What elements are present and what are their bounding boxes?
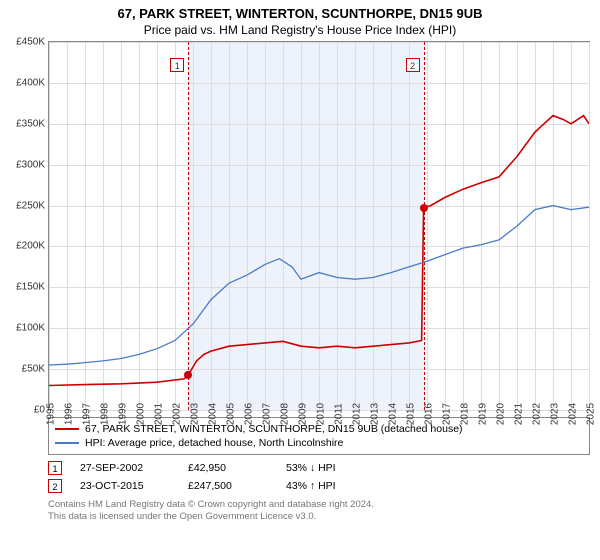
gridline-vertical xyxy=(589,42,590,410)
chart-subtitle: Price paid vs. HM Land Registry's House … xyxy=(0,21,600,41)
y-axis-label: £350K xyxy=(16,118,49,129)
chart-plot-area: £0£50K£100K£150K£200K£250K£300K£350K£400… xyxy=(48,41,590,411)
legend-label: HPI: Average price, detached house, Nort… xyxy=(85,437,343,449)
event-delta: 43% ↑ HPI xyxy=(286,480,336,492)
y-axis-label: £50K xyxy=(22,364,49,375)
series-hpi xyxy=(49,206,589,365)
y-axis-label: £250K xyxy=(16,200,49,211)
event-marker: 1 xyxy=(48,461,62,475)
sale-events: 1 27-SEP-2002 £42,950 53% ↓ HPI 2 23-OCT… xyxy=(48,459,590,495)
footer: Contains HM Land Registry data © Crown c… xyxy=(48,499,590,524)
legend-item: HPI: Average price, detached house, Nort… xyxy=(55,436,583,450)
y-axis-label: £100K xyxy=(16,323,49,334)
event-row: 2 23-OCT-2015 £247,500 43% ↑ HPI xyxy=(48,477,590,495)
event-row: 1 27-SEP-2002 £42,950 53% ↓ HPI xyxy=(48,459,590,477)
y-axis-label: £450K xyxy=(16,37,49,48)
event-price: £247,500 xyxy=(188,480,268,492)
legend-swatch xyxy=(55,442,79,444)
event-date: 27-SEP-2002 xyxy=(80,462,170,474)
event-date: 23-OCT-2015 xyxy=(80,480,170,492)
chart-title: 67, PARK STREET, WINTERTON, SCUNTHORPE, … xyxy=(0,0,600,21)
event-delta: 53% ↓ HPI xyxy=(286,462,336,474)
y-axis-label: £150K xyxy=(16,282,49,293)
footer-line: This data is licensed under the Open Gov… xyxy=(48,511,590,523)
legend-swatch xyxy=(55,428,79,430)
event-marker: 2 xyxy=(48,479,62,493)
y-axis-label: £400K xyxy=(16,77,49,88)
y-axis-label: £200K xyxy=(16,241,49,252)
series-property xyxy=(49,116,589,386)
footer-line: Contains HM Land Registry data © Crown c… xyxy=(48,499,590,511)
y-axis-label: £300K xyxy=(16,159,49,170)
chart-lines xyxy=(49,42,589,410)
event-price: £42,950 xyxy=(188,462,268,474)
